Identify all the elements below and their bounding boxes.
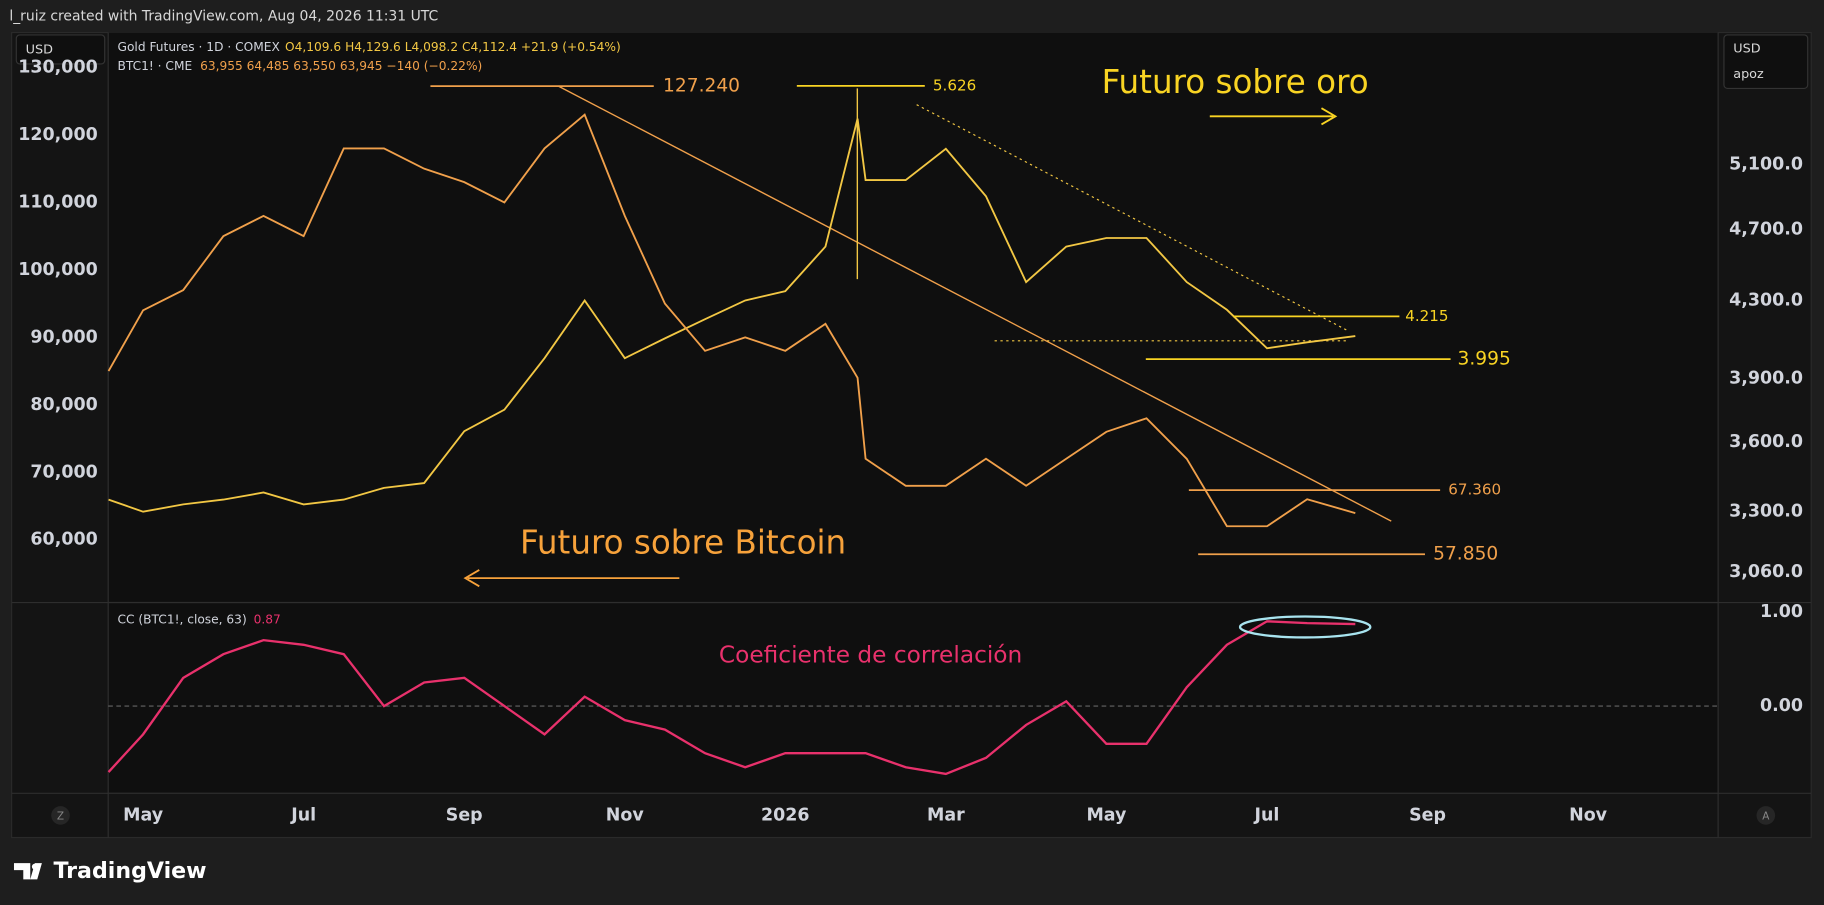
level-label: 127.240 [663, 76, 740, 97]
trend-line [558, 85, 1392, 522]
legend-values: 63,955 64,485 63,550 63,945 −140 (−0.22%… [200, 59, 482, 73]
x-tick-label: Nov [1569, 805, 1608, 825]
x-tick-label: Sep [1409, 805, 1446, 825]
y-tick-label: 3,300.0 [1729, 502, 1803, 522]
currency-box[interactable] [15, 34, 106, 65]
note: Futuro sobre oro [1102, 63, 1369, 101]
x-tick-label: Nov [606, 805, 645, 825]
x-tick-label: 2026 [761, 805, 810, 825]
legend-values: O4,109.6 H4,129.6 L4,098.2 C4,112.4 +21.… [285, 40, 621, 54]
y-tick-label: 5,100.0 [1729, 154, 1803, 174]
legend-name: Gold Futures · 1D · COMEX [118, 40, 280, 54]
legend-name: CC (BTC1!, close, 63) [118, 613, 247, 627]
level-label: 57.850 [1433, 544, 1498, 565]
highlight-ellipse [1238, 615, 1372, 639]
y-tick-label: 100,000 [18, 260, 97, 280]
y-tick-label: 80,000 [30, 395, 97, 415]
scale-box[interactable] [1723, 34, 1809, 89]
y-tick-label: 60,000 [30, 530, 97, 550]
level-label: 3.995 [1458, 349, 1511, 370]
x-tick-label: Jul [290, 805, 316, 825]
y-tick-label: 120,000 [18, 125, 97, 145]
credit: l_ruiz created with TradingView.com, Aug… [9, 8, 438, 24]
indicator-pane [108, 603, 1719, 793]
series-line [108, 118, 1356, 513]
y-tick-label: 1.00 [1760, 602, 1803, 622]
marks [107, 85, 1719, 776]
arrow [1209, 107, 1338, 126]
zoom-button[interactable] [51, 806, 70, 825]
x-tick-label: Mar [927, 805, 965, 825]
x-tick-label: Jul [1254, 805, 1280, 825]
auto-button[interactable] [1756, 806, 1776, 825]
y-tick-label: 4,700.0 [1729, 219, 1803, 239]
level-label: 5.626 [933, 76, 976, 94]
arrow [463, 569, 680, 588]
y-tick-label: 3,600.0 [1729, 432, 1803, 452]
series-line [107, 620, 1356, 776]
currency-label: USD [26, 43, 53, 58]
level-label: 67.360 [1448, 481, 1501, 499]
trend-line [916, 104, 1350, 333]
legend-name: BTC1! · CME [118, 59, 193, 73]
level-label: 4.215 [1405, 307, 1448, 325]
y-tick-label: 3,900.0 [1729, 368, 1803, 388]
note: Futuro sobre Bitcoin [520, 523, 846, 561]
auto-label: A [1762, 811, 1770, 823]
price-pane [108, 32, 1719, 602]
note: Coeficiente de correlación [719, 642, 1022, 669]
logo-dot [31, 863, 38, 870]
y-tick-label: 4,300.0 [1729, 290, 1803, 310]
zoom-label: Z [57, 811, 64, 823]
currency-label: USD [1733, 41, 1760, 56]
scale-label: apoz [1733, 67, 1764, 82]
y-tick-label: 130,000 [18, 57, 97, 77]
legend-values: 0.87 [254, 613, 281, 627]
y-tick-label: 0.00 [1760, 696, 1803, 716]
x-tick-label: May [1086, 805, 1127, 825]
brand: TradingView [54, 858, 207, 884]
series-line [107, 113, 1356, 528]
y-tick-label: 90,000 [30, 327, 97, 347]
y-tick-label: 110,000 [18, 192, 97, 212]
x-tick-label: May [123, 805, 164, 825]
y-tick-label: 3,060.0 [1729, 562, 1803, 582]
x-tick-label: Sep [446, 805, 483, 825]
y-tick-label: 70,000 [30, 462, 97, 482]
